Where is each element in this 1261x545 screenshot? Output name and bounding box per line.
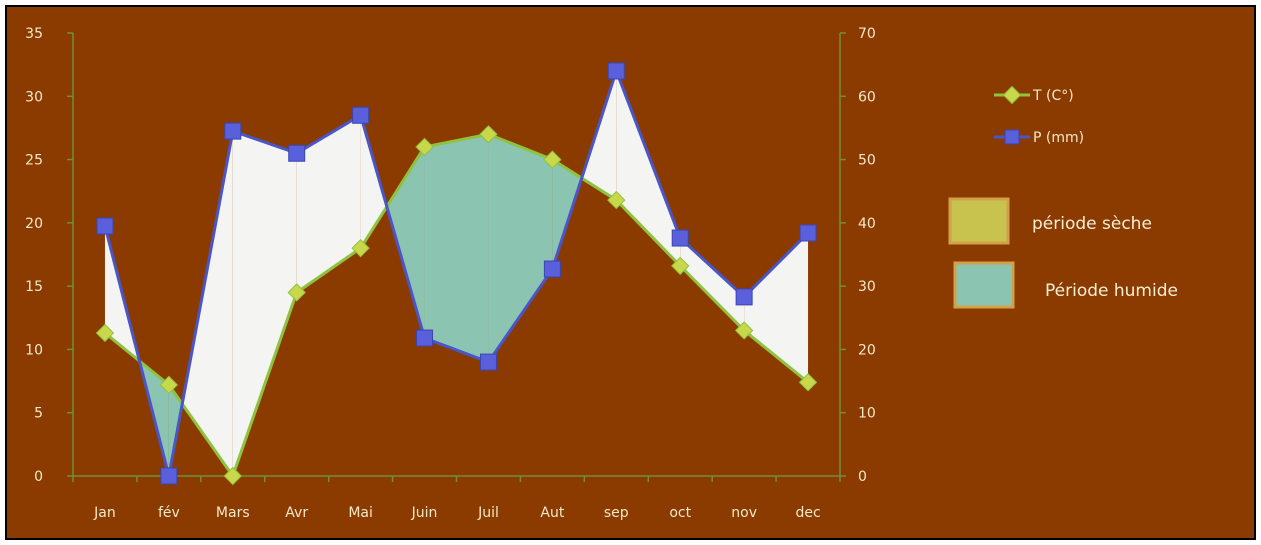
series-p-point — [799, 224, 817, 242]
x-tick-label: Aut — [540, 505, 564, 521]
y-right-tick-label: 30 — [858, 279, 876, 295]
x-tick-label: Jan — [93, 505, 116, 521]
y-right-tick-label: 50 — [858, 153, 876, 169]
series-t-point — [607, 190, 626, 210]
series-t-point — [351, 238, 370, 258]
legend-wet-label: Période humide — [1045, 281, 1178, 301]
y-left-tick-label: 30 — [25, 89, 43, 105]
y-right-tick-label: 10 — [858, 406, 876, 422]
period-area-segment — [232, 131, 297, 477]
legend-dry-swatch — [948, 197, 1010, 245]
period-area-segment — [424, 134, 489, 363]
series-t-point — [159, 375, 179, 395]
period-area-segment — [386, 146, 425, 339]
y-right-tick-label: 40 — [858, 216, 876, 232]
series-p-point — [352, 106, 370, 124]
series-t-point — [223, 466, 242, 486]
legend: T (C°) P (mm) période sèche Période humi… — [948, 85, 1178, 309]
period-area-segment — [744, 232, 809, 383]
series-p-point — [96, 217, 114, 235]
x-tick-label: sep — [604, 505, 629, 521]
period-area-segment — [296, 115, 361, 293]
y-left-tick-label: 25 — [25, 153, 43, 169]
period-area-segment — [182, 131, 233, 477]
axes-group — [67, 32, 846, 482]
series-lines — [103, 69, 810, 478]
series-p-point — [479, 353, 497, 371]
series-p-point — [735, 288, 753, 306]
series-p-point — [607, 62, 625, 80]
legend-t-label: T (C°) — [1032, 88, 1074, 104]
y-right-tick-label: 60 — [858, 89, 876, 105]
period-area-segment — [581, 70, 617, 201]
period-area-segment — [616, 70, 681, 266]
period-area-segment — [488, 134, 553, 363]
series-p-point — [543, 260, 561, 278]
y-left-tick-label: 10 — [25, 342, 43, 358]
x-tick-label: fév — [158, 505, 180, 521]
x-tick-label: Juil — [477, 505, 499, 521]
tick-labels: 0 5 10 15 20 25 30 35 0 10 20 30 40 50 60 70 Jan fév Mars A… — [25, 26, 876, 521]
series-t-point — [734, 321, 754, 340]
legend-p-label: P (mm) — [1033, 130, 1084, 146]
series-p-point — [671, 229, 689, 247]
series-p-line — [103, 69, 810, 478]
legend-p-marker — [1004, 129, 1020, 145]
series-p-point — [288, 144, 306, 162]
series-t-point — [543, 150, 562, 169]
legend-dry-label: période sèche — [1032, 214, 1152, 234]
y-left-tick-label: 20 — [25, 216, 43, 232]
y-right-tick-label: 20 — [858, 342, 876, 358]
period-area-segment — [680, 238, 745, 331]
period-areas — [104, 70, 809, 477]
series-t-point — [479, 125, 498, 144]
y-left-tick-label: 15 — [25, 279, 43, 295]
y-left-tick-label: 5 — [34, 406, 43, 422]
y-right-tick-label: 70 — [858, 26, 876, 42]
series-t-line — [104, 132, 809, 478]
x-tick-label: oct — [669, 505, 691, 521]
series-p-point — [160, 467, 178, 485]
x-tick-label: Avr — [285, 505, 308, 521]
series-t-point — [671, 256, 690, 276]
legend-t-marker — [1002, 85, 1022, 105]
x-tick-label: Juin — [411, 505, 438, 521]
series-p-point — [416, 329, 434, 347]
y-right-tick-label: 0 — [858, 469, 867, 485]
y-left-tick-label: 0 — [34, 469, 43, 485]
y-left-tick-label: 35 — [25, 26, 43, 42]
x-tick-label: nov — [731, 505, 757, 521]
legend-wet-swatch — [953, 261, 1015, 309]
series-p-point — [224, 122, 242, 140]
series-t-point — [798, 373, 818, 392]
x-tick-label: Mars — [216, 505, 250, 521]
x-tick-label: Mai — [348, 505, 373, 521]
x-tick-label: dec — [795, 505, 820, 521]
series-t-point — [287, 283, 306, 302]
series-t-point — [415, 137, 434, 157]
series-t-point — [95, 323, 115, 343]
series-markers — [95, 62, 818, 486]
